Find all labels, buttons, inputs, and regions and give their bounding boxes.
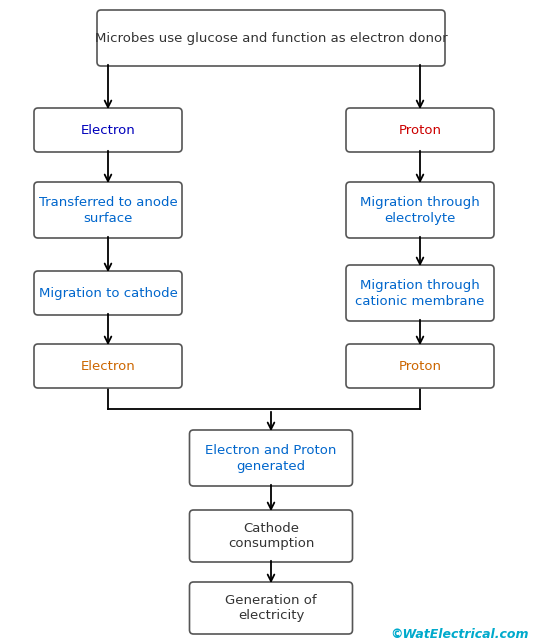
FancyBboxPatch shape xyxy=(34,182,182,238)
FancyBboxPatch shape xyxy=(346,344,494,388)
FancyBboxPatch shape xyxy=(190,510,352,562)
Text: Cathode
consumption: Cathode consumption xyxy=(228,522,314,551)
FancyBboxPatch shape xyxy=(346,182,494,238)
Text: Electron and Proton
generated: Electron and Proton generated xyxy=(205,444,337,473)
FancyBboxPatch shape xyxy=(346,265,494,321)
Text: Proton: Proton xyxy=(399,359,441,372)
Text: Transferred to anode
surface: Transferred to anode surface xyxy=(39,196,178,225)
FancyBboxPatch shape xyxy=(34,108,182,152)
FancyBboxPatch shape xyxy=(97,10,445,66)
FancyBboxPatch shape xyxy=(34,271,182,315)
FancyBboxPatch shape xyxy=(190,582,352,634)
Text: Microbes use glucose and function as electron donor: Microbes use glucose and function as ele… xyxy=(94,32,447,44)
FancyBboxPatch shape xyxy=(34,344,182,388)
Text: Migration through
cationic membrane: Migration through cationic membrane xyxy=(355,278,485,307)
FancyBboxPatch shape xyxy=(190,430,352,486)
FancyBboxPatch shape xyxy=(346,108,494,152)
Text: ©WatElectrical.com: ©WatElectrical.com xyxy=(391,629,529,641)
Text: Electron: Electron xyxy=(80,359,135,372)
Text: Migration to cathode: Migration to cathode xyxy=(39,287,178,299)
Text: Proton: Proton xyxy=(399,124,441,137)
Text: Generation of
electricity: Generation of electricity xyxy=(225,594,317,623)
Text: Electron: Electron xyxy=(80,124,135,137)
Text: Migration through
electrolyte: Migration through electrolyte xyxy=(360,196,480,225)
